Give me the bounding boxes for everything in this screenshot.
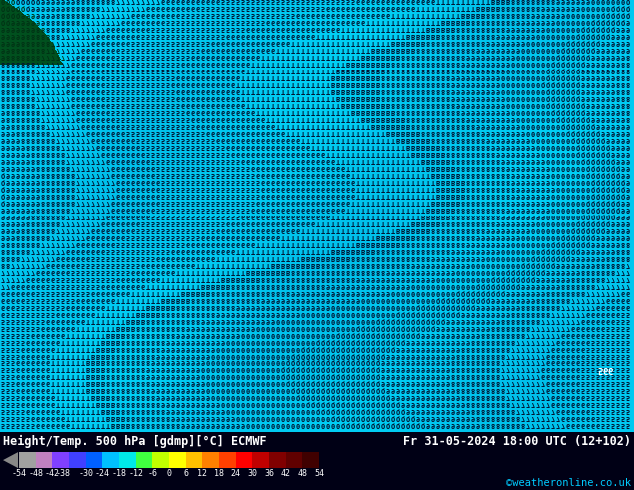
Bar xyxy=(252,452,269,468)
Text: -6: -6 xyxy=(147,469,157,478)
Bar xyxy=(152,452,169,468)
Text: 30: 30 xyxy=(247,469,257,478)
Text: -42: -42 xyxy=(45,469,60,478)
Bar xyxy=(69,452,86,468)
Bar xyxy=(269,452,286,468)
Bar xyxy=(286,452,302,468)
Text: 6: 6 xyxy=(183,469,188,478)
Bar xyxy=(202,452,219,468)
Bar xyxy=(302,452,319,468)
Bar xyxy=(119,452,136,468)
Text: -18: -18 xyxy=(112,469,127,478)
Text: 18: 18 xyxy=(214,469,224,478)
Text: 24: 24 xyxy=(231,469,241,478)
Bar xyxy=(102,452,119,468)
Text: ©weatheronline.co.uk: ©weatheronline.co.uk xyxy=(506,478,631,488)
Text: -48: -48 xyxy=(28,469,43,478)
Text: 42: 42 xyxy=(281,469,290,478)
Text: 54: 54 xyxy=(314,469,324,478)
Bar xyxy=(219,452,236,468)
Text: Fr 31-05-2024 18:00 UTC (12+102): Fr 31-05-2024 18:00 UTC (12+102) xyxy=(403,435,631,448)
Bar xyxy=(136,452,152,468)
Bar xyxy=(236,452,252,468)
Text: -12: -12 xyxy=(128,469,143,478)
Text: Height/Temp. 500 hPa [gdmp][°C] ECMWF: Height/Temp. 500 hPa [gdmp][°C] ECMWF xyxy=(3,435,267,448)
Bar xyxy=(169,452,186,468)
Text: 0: 0 xyxy=(167,469,172,478)
Text: 48: 48 xyxy=(297,469,307,478)
Text: -54: -54 xyxy=(11,469,27,478)
Bar xyxy=(53,452,69,468)
Bar xyxy=(19,452,36,468)
Text: -38: -38 xyxy=(56,469,71,478)
Text: -30: -30 xyxy=(78,469,93,478)
Text: 12: 12 xyxy=(197,469,207,478)
Bar xyxy=(86,452,102,468)
Bar xyxy=(36,452,53,468)
Bar xyxy=(186,452,202,468)
Text: 36: 36 xyxy=(264,469,274,478)
Text: -24: -24 xyxy=(95,469,110,478)
Polygon shape xyxy=(3,452,18,468)
